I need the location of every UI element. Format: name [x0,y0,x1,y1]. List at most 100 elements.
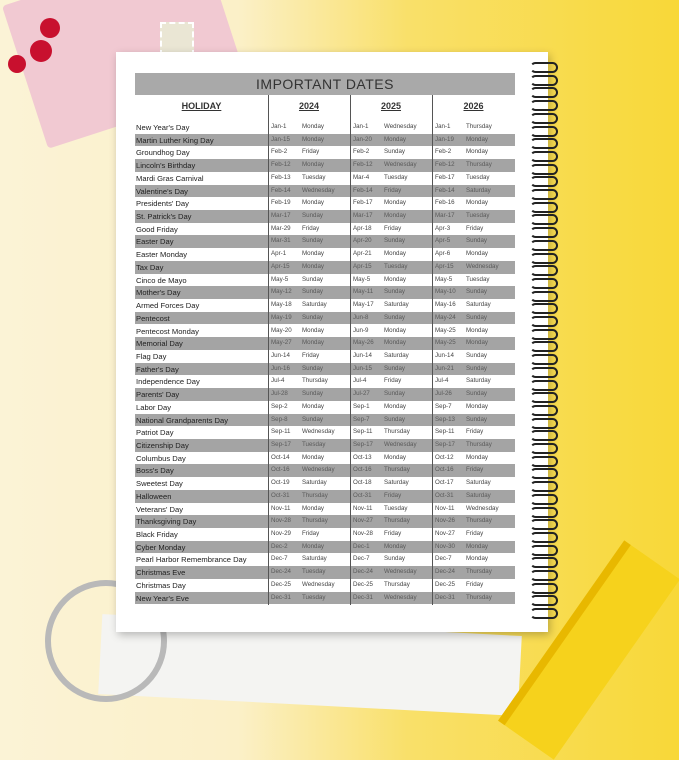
table-row: Thanksgiving Day Nov-28 Thursday Nov-27 Thur… [135,515,515,528]
column-divider [432,95,433,605]
weekday-cell: Monday [466,555,489,563]
holiday-name: Parents' Day [136,390,180,400]
date-cell: May-18 [271,301,292,309]
date-cell: Apr-1 [271,250,287,258]
weekday-cell: Friday [302,148,320,156]
date-cell: Apr-20 [353,237,372,245]
weekday-cell: Friday [302,224,320,232]
date-cell: Jun-21 [435,364,454,372]
weekday-cell: Friday [466,466,484,474]
table-row: Labor Day Sep-2 Monday Sep-1 Monday Sep-7 Mond… [135,401,515,414]
date-cell: May-25 [435,326,456,334]
weekday-cell: Monday [302,262,325,270]
weekday-cell: Sunday [384,555,405,563]
holiday-name: Patriot Day [136,428,174,438]
date-cell: Mar-17 [271,212,291,220]
spiral-coil [530,62,558,73]
weekday-cell: Friday [384,377,402,385]
date-cell: Oct-17 [435,479,454,487]
date-cell: Nov-29 [271,530,291,538]
date-cell: Jan-19 [435,135,454,143]
date-cell: Oct-31 [435,491,454,499]
date-cell: Sep-11 [271,428,291,436]
date-cell: Oct-12 [435,453,454,461]
weekday-cell: Monday [384,402,407,410]
weekday-cell: Sunday [302,390,323,398]
date-cell: Mar-4 [353,173,370,181]
date-cell: May-17 [353,301,374,309]
header-year-2025: 2025 [380,101,402,111]
weekday-cell: Sunday [384,148,405,156]
weekday-cell: Monday [384,275,407,283]
table-row: Parents' Day Jul-28 Sunday Jul-27 Sunday Jul-… [135,388,515,401]
weekday-cell: Thursday [384,580,410,588]
holiday-name: Citizenship Day [136,441,189,450]
weekday-cell: Tuesday [384,504,408,512]
table-row: Columbus Day Oct-14 Monday Oct-13 Monday Oct-… [135,452,515,465]
holiday-name: Presidents' Day [136,199,189,209]
date-cell: Sep-11 [435,428,455,436]
holiday-name: Cyber Monday [136,542,186,552]
spiral-coil [530,608,558,620]
weekday-cell: Friday [384,491,402,499]
date-cell: Mar-17 [353,212,373,220]
table-row: Sweetest Day Oct-19 Saturday Oct-18 Saturday… [135,477,515,490]
date-cell: Feb-14 [271,186,291,194]
table-row: Citizenship Day Sep-17 Tuesday Sep-17 Wednes… [135,439,515,452]
spiral-coil [530,252,558,264]
table-row: Tax Day Apr-15 Monday Apr-15 Tuesday Apr-15 We… [135,260,515,274]
table-row: Cinco de Mayo May-5 Sunday May-5 Monday May-5… [135,274,515,287]
weekday-cell: Wednesday [466,262,499,270]
date-cell: Nov-28 [353,530,373,538]
holiday-name: Easter Day [136,237,174,247]
holiday-name: New Year's Eve [136,593,189,603]
date-cell: Jan-1 [271,123,287,130]
spiral-coil [530,290,558,302]
holiday-name: Lincoln's Birthday [136,161,196,171]
date-cell: Jul-4 [353,377,367,385]
weekday-cell: Saturday [466,491,491,499]
date-cell: Feb-2 [353,148,370,156]
table-row: Presidents' Day Feb-19 Monday Feb-17 Monday F… [135,197,515,210]
column-divider [268,95,269,605]
holiday-name: Boss's Day [136,466,174,476]
weekday-cell: Thursday [302,491,328,499]
spiral-coil [530,150,558,162]
date-cell: May-19 [271,313,292,321]
weekday-cell: Saturday [302,555,327,563]
date-cell: Nov-27 [353,517,373,525]
weekday-cell: Sunday [384,364,405,372]
spiral-coil [530,316,558,327]
weekday-cell: Thursday [466,441,492,448]
date-cell: Sep-11 [353,428,373,436]
date-cell: Dec-1 [353,542,370,550]
table-row: National Grandparents Day Sep-8 Sunday Sep-… [135,413,515,427]
column-divider [350,95,351,605]
weekday-cell: Wednesday [466,504,499,512]
spiral-coil [530,227,558,239]
weekday-cell: Saturday [466,186,491,194]
date-cell: Dec-31 [353,593,373,601]
table-row: Veterans' Day Nov-11 Monday Nov-11 Tuesday No… [135,503,515,516]
weekday-cell: Sunday [302,415,323,423]
spiral-coil [530,392,558,404]
table-row: Christmas Eve Dec-24 Tuesday Dec-24 Wednesda… [135,566,515,579]
weekday-cell: Monday [302,135,325,143]
spiral-coil [530,125,558,137]
table-row: Mardi Gras Carnival Feb-13 Tuesday Mar-4 Tue… [135,172,515,185]
table-row: Armed Forces Day May-18 Saturday May-17 Satu… [135,299,515,312]
weekday-cell: Monday [302,161,325,169]
date-cell: Jun-8 [353,313,369,321]
weekday-cell: Wednesday [302,428,335,436]
weekday-cell: Thursday [384,428,410,436]
holiday-name: Independence Day [136,377,200,387]
table-row: Easter Day Mar-31 Sunday Apr-20 Sunday Apr-5 S… [135,235,515,249]
spiral-coil [530,595,558,607]
date-cell: Feb-2 [271,148,288,156]
date-cell: Apr-15 [353,262,372,270]
spiral-coil [530,100,558,112]
date-cell: Mar-17 [435,212,455,220]
date-cell: May-16 [435,301,456,309]
date-cell: Sep-1 [353,402,370,410]
table-row: Good Friday Mar-29 Friday Apr-18 Friday Apr-3… [135,223,515,236]
